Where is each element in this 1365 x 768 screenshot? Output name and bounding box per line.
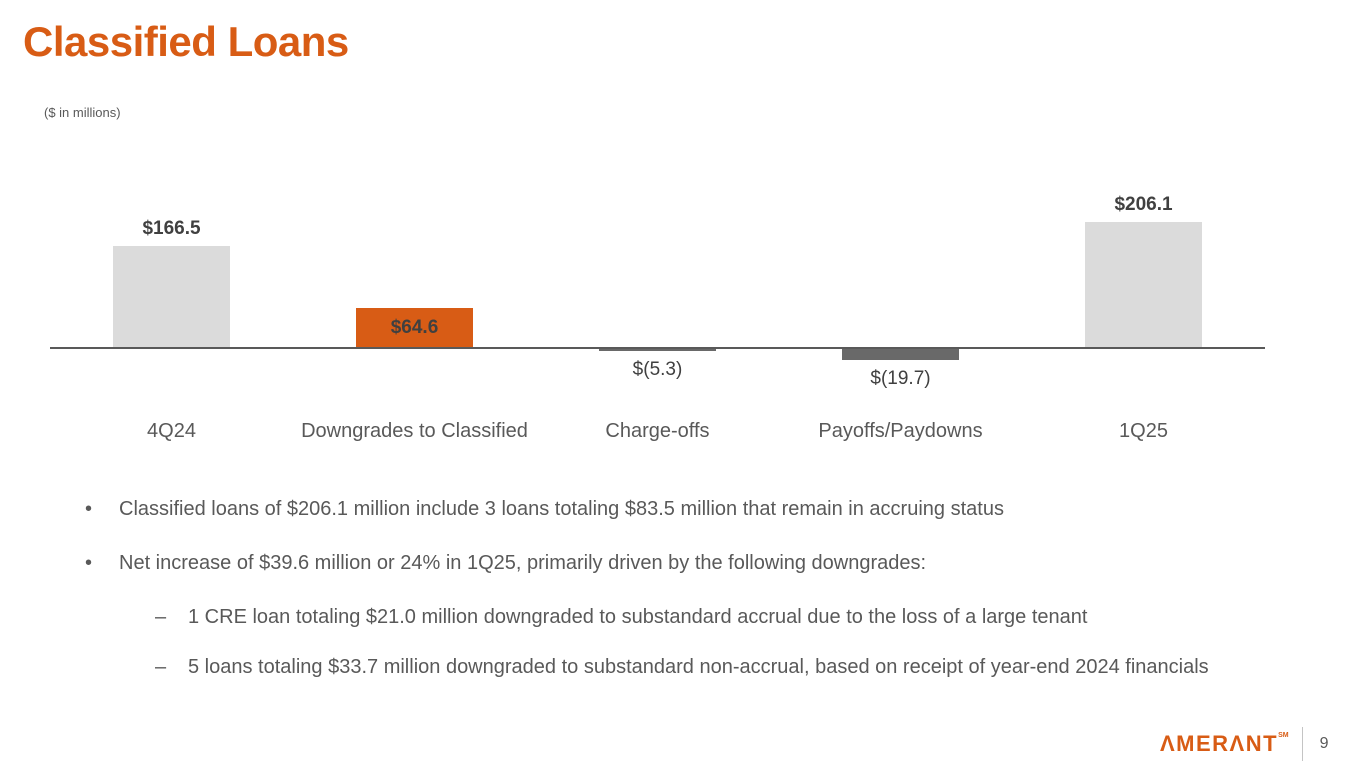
bullet-text: 1 CRE loan totaling $21.0 million downgr… <box>188 606 1088 628</box>
bar-downgrades-to-classified <box>356 308 473 348</box>
amerant-logo-trademark: SM <box>1278 732 1289 739</box>
bar-value-label: $(5.3) <box>632 359 683 381</box>
category-label: Payoffs/Paydowns <box>818 420 983 442</box>
bullet-text: Net increase of $39.6 million or 24% in … <box>119 552 927 574</box>
bullet-text: Classified loans of $206.1 million inclu… <box>119 498 1004 520</box>
category-label: Downgrades to Classified <box>301 420 528 442</box>
bullet-marker-dot: • <box>85 552 93 574</box>
bar-1q25 <box>1085 221 1202 348</box>
bullet-list: • Classified loans of $206.1 million incl… <box>85 496 1335 704</box>
bar-value-label: $(19.7) <box>870 368 931 390</box>
x-axis-line <box>50 347 1265 349</box>
bullet-item: • Classified loans of $206.1 million incl… <box>85 496 1335 522</box>
footer: ΛMERΛNTSM 9 <box>1160 724 1328 764</box>
bar-value-label: $166.5 <box>142 218 201 239</box>
amerant-logo: ΛMERΛNTSM <box>1160 731 1289 757</box>
bullet-text: 5 loans totaling $33.7 million downgrade… <box>188 656 1209 678</box>
sub-bullet-item: –5 loans totaling $33.7 million downgrad… <box>85 654 1335 680</box>
amerant-logo-text: ΛMERΛNT <box>1160 731 1279 756</box>
page-title: Classified Loans <box>23 18 349 65</box>
bullet-marker-dot: • <box>85 498 93 520</box>
bullet-item: • Net increase of $39.6 million or 24% in… <box>85 550 1335 576</box>
bullet-marker-dash: – <box>155 606 167 628</box>
page-number: 9 <box>1319 735 1329 752</box>
bar-payoffs-paydowns <box>842 347 959 361</box>
bar-value-label: $206.1 <box>1114 193 1173 215</box>
bar-charge-offs <box>599 347 716 352</box>
category-label: Charge-offs <box>605 420 710 442</box>
bar-value-label: $64.6 <box>390 317 439 339</box>
footer-divider <box>1301 727 1303 761</box>
bullet-marker-dash: – <box>155 656 167 678</box>
classified-loans-waterfall-chart: $166.5 4Q24 $64.6 Downgrades to Classified $… <box>50 180 1265 455</box>
category-label: 4Q24 <box>147 420 196 442</box>
category-label: 1Q25 <box>1119 420 1168 442</box>
units-note: ($ in millions) <box>44 105 121 120</box>
sub-bullet-item: –1 CRE loan totaling $21.0 million downg… <box>85 604 1335 630</box>
bar-4q24 <box>113 246 230 348</box>
